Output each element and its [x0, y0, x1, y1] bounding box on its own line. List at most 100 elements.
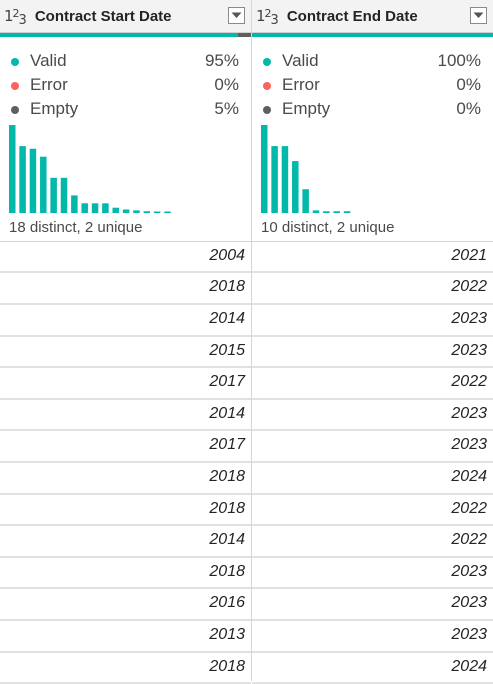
table-row[interactable]: 2022: [252, 368, 493, 400]
cell-value[interactable]: 2018: [209, 278, 245, 295]
table-row[interactable]: 2023: [252, 337, 493, 369]
table-row[interactable]: 2018: [0, 463, 251, 495]
table-row[interactable]: 2004: [0, 242, 251, 273]
histogram-bar[interactable]: [261, 125, 268, 213]
column-title: Contract End Date: [286, 7, 418, 25]
histogram-bar[interactable]: [40, 156, 47, 213]
cell-value[interactable]: 2023: [451, 310, 487, 327]
histogram-bar[interactable]: [112, 207, 120, 213]
table-row[interactable]: 2015: [0, 337, 251, 369]
table-row[interactable]: 2017: [0, 368, 251, 400]
histogram-bar[interactable]: [281, 146, 289, 213]
table-row[interactable]: 2018: [0, 558, 251, 590]
table-row[interactable]: 2014: [0, 400, 251, 432]
filter-dropdown-icon[interactable]: [470, 7, 487, 24]
histogram-bar[interactable]: [19, 146, 26, 213]
cell-value[interactable]: 2023: [451, 594, 487, 612]
cell-value[interactable]: 2017: [209, 373, 245, 391]
table-row[interactable]: 2023: [252, 589, 493, 621]
column-title: Contract Start Date: [34, 7, 172, 25]
histogram-bar[interactable]: [81, 203, 88, 213]
table-row[interactable]: 2022: [252, 273, 493, 305]
histogram-bar[interactable]: [323, 211, 330, 213]
stat-label: Error: [30, 75, 68, 94]
table-row[interactable]: 2022: [252, 526, 493, 558]
histogram-bar[interactable]: [153, 211, 161, 214]
table-row[interactable]: 2024: [252, 463, 493, 495]
table-row[interactable]: 2023: [252, 400, 493, 432]
column-quality-bar: [0, 33, 251, 37]
histogram-bar[interactable]: [9, 125, 16, 213]
histogram-bar[interactable]: [292, 161, 299, 213]
histogram-bar[interactable]: [343, 211, 351, 213]
cell-value[interactable]: 2018: [209, 562, 245, 580]
cell-value[interactable]: 2023: [451, 625, 487, 643]
histogram-bar[interactable]: [50, 177, 57, 213]
cell-value[interactable]: 2018: [209, 657, 245, 675]
histogram-bar[interactable]: [312, 210, 320, 213]
histogram-bar[interactable]: [143, 211, 151, 213]
cell-value[interactable]: 2022: [451, 278, 487, 295]
stat-error: Error 0%: [0, 75, 251, 97]
table-row[interactable]: 2013: [0, 621, 251, 653]
cell-value[interactable]: 2022: [451, 373, 487, 391]
table-row[interactable]: 2016: [0, 589, 251, 621]
cell-value[interactable]: 2017: [209, 436, 245, 454]
cell-value[interactable]: 2024: [451, 467, 487, 485]
histogram-bar[interactable]: [302, 189, 309, 213]
table-row[interactable]: 2021: [252, 242, 493, 273]
table-row[interactable]: 2023: [252, 621, 493, 653]
table-row[interactable]: 2024: [252, 653, 493, 684]
cell-value[interactable]: 2022: [451, 531, 487, 549]
table-row[interactable]: 2014: [0, 526, 251, 558]
cell-value[interactable]: 2023: [451, 341, 487, 359]
cell-value[interactable]: 2024: [451, 657, 487, 675]
valid-dot-icon: [263, 58, 271, 66]
histogram-bar[interactable]: [102, 203, 109, 213]
cell-value[interactable]: 2023: [451, 436, 487, 454]
filter-dropdown-icon[interactable]: [228, 7, 245, 24]
cell-value[interactable]: 2014: [209, 531, 245, 549]
histogram-bar[interactable]: [91, 203, 99, 213]
value-distribution-histogram[interactable]: [9, 125, 239, 213]
stat-valid: Valid 100%: [252, 51, 493, 73]
table-row[interactable]: 2018: [0, 495, 251, 527]
stat-percent: 5%: [214, 99, 239, 118]
histogram-bar[interactable]: [164, 211, 171, 214]
table-row[interactable]: 2014: [0, 305, 251, 337]
table-row[interactable]: 2023: [252, 431, 493, 463]
cell-value[interactable]: 2018: [209, 499, 245, 517]
histogram-bar[interactable]: [133, 210, 140, 213]
table-row[interactable]: 2023: [252, 305, 493, 337]
histogram-bar[interactable]: [271, 146, 278, 213]
cell-value[interactable]: 2022: [451, 499, 487, 517]
cell-value[interactable]: 2004: [209, 247, 245, 264]
cell-value[interactable]: 2023: [451, 404, 487, 422]
histogram-bar[interactable]: [29, 148, 37, 213]
histogram-bar[interactable]: [71, 195, 78, 213]
cell-value[interactable]: 2013: [209, 625, 245, 643]
cell-value[interactable]: 2016: [209, 594, 245, 612]
table-row[interactable]: 2018: [0, 653, 251, 684]
cell-value[interactable]: 2018: [209, 467, 245, 485]
cell-value[interactable]: 2014: [209, 404, 245, 422]
table-row[interactable]: 2023: [252, 558, 493, 590]
histogram-bar[interactable]: [122, 209, 130, 213]
stat-percent: 0%: [214, 75, 239, 94]
cell-value[interactable]: 2014: [209, 310, 245, 327]
cell-value[interactable]: 2021: [451, 247, 487, 264]
table-row[interactable]: 2017: [0, 431, 251, 463]
value-distribution-histogram[interactable]: [261, 125, 491, 213]
histogram-bar[interactable]: [333, 211, 340, 213]
table-row[interactable]: 2018: [0, 273, 251, 305]
cell-value[interactable]: 2023: [451, 562, 487, 580]
cell-value[interactable]: 2015: [209, 341, 245, 359]
histogram-bar[interactable]: [60, 177, 68, 213]
table-row[interactable]: 2022: [252, 495, 493, 527]
